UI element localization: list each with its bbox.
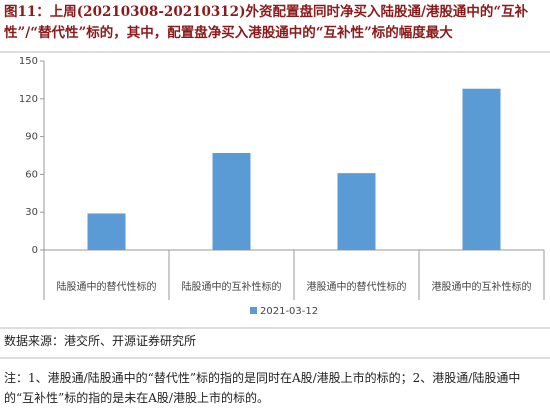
x-tick-label: 港股通中的替代性标的 — [307, 280, 407, 293]
bar — [337, 173, 376, 250]
x-tick-label: 陆股通中的替代性标的 — [57, 280, 157, 293]
legend-swatch — [250, 307, 257, 314]
y-tick-label: 30 — [25, 207, 38, 218]
bar — [462, 88, 501, 250]
x-tick-label: 陆股通中的互补性标的 — [182, 280, 282, 293]
y-tick-label: 150 — [19, 56, 38, 67]
y-tick-label: 120 — [19, 94, 38, 105]
note: 注：1、港股通/陆股通中的“替代性”标的指的是同时在A股/港股上市的标的；2、港… — [4, 371, 521, 405]
bar — [212, 152, 251, 250]
source: 数据来源：港交所、开源证券研究所 — [4, 334, 197, 348]
y-tick-label: 0 — [32, 245, 38, 256]
chart-title: 图11：上周(20210308-20210312)外资配置盘同时净买入陆股通/港… — [4, 4, 529, 41]
x-tick-label: 港股通中的互补性标的 — [432, 280, 532, 293]
legend-label: 2021-03-12 — [260, 306, 318, 317]
y-tick-label: 60 — [25, 169, 38, 180]
y-tick-label: 90 — [25, 132, 38, 143]
bar — [87, 213, 126, 250]
